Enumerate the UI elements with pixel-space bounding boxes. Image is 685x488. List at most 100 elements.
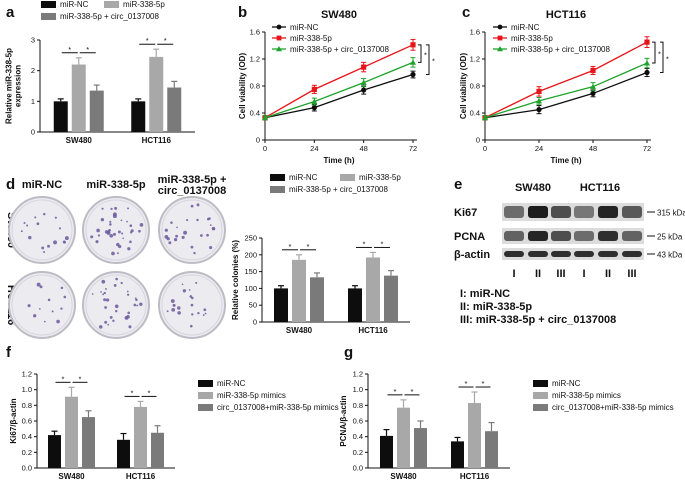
blot-band <box>574 231 594 241</box>
lane-label: III <box>556 268 565 280</box>
cell-line-label: HCT116 <box>580 182 620 194</box>
legend-swatch <box>533 404 548 411</box>
significance-star: * <box>666 54 669 63</box>
bar <box>71 64 86 132</box>
colony-dot <box>104 306 107 309</box>
colony-dot <box>173 237 178 242</box>
legend-marker <box>276 24 282 30</box>
x-category-label: HCT116 <box>358 326 388 335</box>
series-line <box>484 71 648 119</box>
blot-band <box>551 251 571 257</box>
colony-dot <box>28 235 32 240</box>
chart-d: 0 50 100 150 200 250 Relative colonies (%) * * SW… <box>231 173 410 335</box>
colony-dot <box>120 281 123 285</box>
chart-c: HCT116 0 0.4 0.8 1.2 1.6 0 24 48 72 Time (h) Cell v… <box>459 9 669 165</box>
lane-label: I <box>582 268 585 280</box>
x-category-label: SW480 <box>66 136 93 145</box>
significance-star: * <box>381 239 384 248</box>
colony-dot <box>197 311 200 315</box>
colony-dot <box>41 246 45 250</box>
colony-images: miR-NC miR-338-5p miR-338-5p +circ_0137008… <box>5 174 226 339</box>
legend-label: miR-338-5p + circ_0137008 <box>289 185 388 194</box>
colony-dot <box>190 303 194 307</box>
colony-dot <box>138 229 141 233</box>
colony-dot <box>186 219 189 222</box>
colony-dot <box>34 216 37 219</box>
colony-dot <box>43 212 46 216</box>
colony-dot <box>115 277 118 281</box>
colony-dot <box>122 237 124 240</box>
bar <box>82 417 95 468</box>
bar <box>48 435 61 468</box>
colony-dot <box>107 229 111 232</box>
legend-label: miR-NC <box>289 173 318 182</box>
bar <box>134 406 147 468</box>
data-point <box>311 98 318 104</box>
colony-dot <box>126 290 129 293</box>
legend-swatch <box>41 13 56 20</box>
colony-dot <box>117 230 121 234</box>
colony-dot <box>107 323 110 326</box>
blot-band <box>528 251 548 257</box>
colony-dot <box>102 293 105 296</box>
colony-dot <box>96 228 100 233</box>
colony-dot <box>112 319 115 323</box>
colony-dot <box>36 282 41 287</box>
series-line <box>484 41 648 119</box>
legend-label: miR-NC <box>511 23 540 32</box>
colony-dot <box>33 314 37 318</box>
colony-dot <box>105 288 107 290</box>
blot-band <box>574 206 594 218</box>
x-tick-label: 48 <box>359 144 367 153</box>
legend-swatch <box>533 392 548 399</box>
y-tick-label: 3 <box>31 36 35 45</box>
significance-star: * <box>394 387 397 396</box>
colony-dot <box>172 303 176 307</box>
y-tick-label: 150 <box>244 267 257 276</box>
legend-label: miR-NC <box>290 23 319 32</box>
colony-dot <box>200 234 203 237</box>
significance-star: * <box>68 45 71 54</box>
x-axis-label: Time (h) <box>551 156 582 165</box>
colony-dot <box>20 230 23 233</box>
culture-dish <box>158 196 226 264</box>
y-tick-label: 0 <box>256 136 260 145</box>
colony-dot <box>104 320 108 324</box>
dish-rim <box>11 274 73 336</box>
colony-dot <box>56 319 60 324</box>
colony-dot <box>114 206 118 210</box>
bar <box>167 87 182 132</box>
data-point <box>360 79 367 86</box>
colony-dot <box>209 224 212 226</box>
blot-band <box>598 251 618 257</box>
legend-label: miR-338-5p <box>511 34 553 43</box>
y-tick-label: 0.8 <box>470 82 480 91</box>
chart-f: 0.0 0.2 0.4 0.6 0.8 1.0 1.2 Ki67/β-actin * * SW480… <box>9 370 339 482</box>
blot-row-label: PCNA <box>454 231 485 243</box>
y-tick-label: 50 <box>249 301 257 310</box>
y-tick-label: 0.0 <box>22 464 32 473</box>
colony-dot <box>91 293 94 295</box>
colony-dot <box>175 234 179 238</box>
x-category-label: SW480 <box>390 472 417 481</box>
y-tick-label: 1.6 <box>470 28 480 37</box>
colony-dot <box>60 307 63 310</box>
colony-dot <box>63 241 66 244</box>
y-tick-label: 0.6 <box>22 417 32 426</box>
legend-swatch <box>533 380 548 387</box>
significance-star: * <box>432 57 435 66</box>
colony-dot <box>111 251 115 256</box>
colony-dot <box>43 320 46 323</box>
legend-label: miR-338-5p + circ_0137008 <box>290 45 389 54</box>
y-tick-label: 0.0 <box>353 464 363 473</box>
blot-band <box>551 206 571 218</box>
western-blot: SW480 HCT116 Ki67 315 kDa PCNA 25 kDa β-actin 4… <box>454 182 685 326</box>
blot-band <box>574 251 594 257</box>
significance-star: * <box>307 242 310 251</box>
blot-band <box>504 231 524 241</box>
colony-dot <box>105 298 110 302</box>
colony-dot <box>109 223 112 226</box>
lane-key: I: miR-NC <box>460 288 510 300</box>
bar <box>65 396 78 468</box>
significance-star: * <box>79 374 82 383</box>
